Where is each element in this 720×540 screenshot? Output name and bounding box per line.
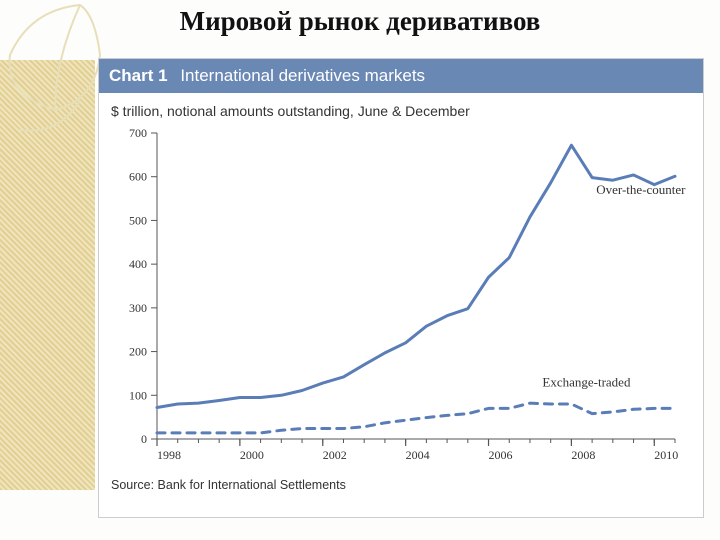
svg-text:2004: 2004 xyxy=(406,448,430,462)
svg-text:2008: 2008 xyxy=(571,448,595,462)
svg-text:0: 0 xyxy=(141,432,147,446)
svg-text:300: 300 xyxy=(129,301,147,315)
chart-svg: 0 100 200 300 400 500 600 700 1998 2000 2002 2004 20… xyxy=(107,125,687,465)
chart-plot: 0 100 200 300 400 500 600 700 1998 2000 2002 2004 20… xyxy=(107,125,695,470)
svg-text:1998: 1998 xyxy=(157,448,181,462)
series-exchange-traded xyxy=(157,403,675,433)
slide-title: Мировой рынок деривативов xyxy=(0,6,720,37)
series-label-exchange-traded: Exchange-traded xyxy=(542,375,631,390)
chart-container: Chart 1 International derivatives market… xyxy=(98,58,704,518)
svg-text:2000: 2000 xyxy=(240,448,264,462)
chart-number: Chart 1 xyxy=(109,66,168,85)
svg-text:100: 100 xyxy=(129,388,147,402)
series-label-over-the-counter: Over-the-counter xyxy=(596,182,686,197)
svg-text:400: 400 xyxy=(129,257,147,271)
svg-text:2002: 2002 xyxy=(323,448,347,462)
svg-text:2006: 2006 xyxy=(489,448,513,462)
svg-text:500: 500 xyxy=(129,213,147,227)
svg-text:700: 700 xyxy=(129,126,147,140)
chart-source: Source: Bank for International Settlemen… xyxy=(99,470,703,498)
svg-text:2010: 2010 xyxy=(654,448,678,462)
svg-text:600: 600 xyxy=(129,170,147,184)
chart-title: International derivatives markets xyxy=(180,66,425,85)
svg-text:200: 200 xyxy=(129,345,147,359)
chart-subtitle: $ trillion, notional amounts outstanding… xyxy=(99,93,703,121)
chart-header: Chart 1 International derivatives market… xyxy=(99,59,703,93)
decor-texture-band xyxy=(0,60,95,490)
